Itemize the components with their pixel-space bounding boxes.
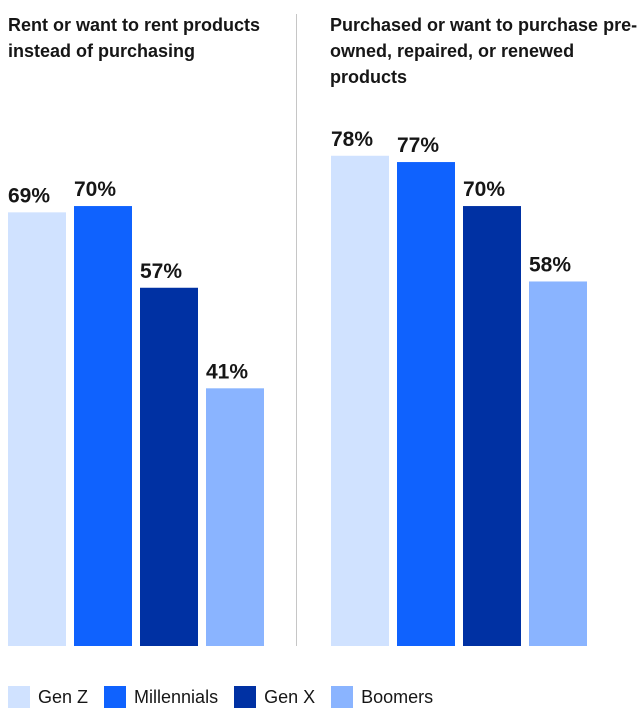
panel-divider [296,14,297,646]
legend-swatch-gen-x [234,686,257,708]
legend-label-boomers: Boomers [361,686,434,707]
legend: Gen Z Millennials Gen X Boomers [8,686,433,708]
legend-label-gen-z: Gen Z [38,686,89,707]
legend-swatch-millennials [104,686,127,708]
bar-pre-owned-boomers [529,281,587,646]
value-label-rent-millennials: 70% [74,178,116,201]
legend-item-millennials: Millennials [104,686,218,708]
bar-pre-owned-gen-x [463,206,521,647]
legend-swatch-boomers [331,686,354,708]
legend-item-gen-x: Gen X [234,686,315,708]
value-label-rent-gen-x: 57% [140,260,182,283]
legend-item-boomers: Boomers [331,686,433,708]
value-label-rent-gen-z: 69% [8,184,50,207]
value-label-pre-owned-boomers: 58% [529,253,571,276]
legend-label-millennials: Millennials [134,686,219,707]
legend-swatch-gen-z [8,686,30,708]
chart-title-rent: Rent or want to rent products instead of… [8,15,260,61]
chart-title-pre-owned: Purchased or want to purchase pre-owned,… [330,15,638,87]
legend-label-gen-x: Gen X [264,686,316,707]
bar-pre-owned-millennials [397,162,455,646]
value-label-rent-boomers: 41% [206,360,248,383]
bar-rent-gen-z [8,212,66,646]
bar-charts: 69% 70% 57% 41% 78% 77% 70% 58% [8,128,587,647]
rent-bars-group: 69% 70% 57% 41% [8,178,264,647]
legend-item-gen-z: Gen Z [8,686,88,708]
value-label-pre-owned-millennials: 77% [397,134,439,157]
value-label-pre-owned-gen-x: 70% [463,178,505,201]
bar-pre-owned-gen-z [331,155,389,646]
pre-owned-bars-group: 78% 77% 70% 58% [331,128,587,647]
bar-rent-millennials [74,206,132,647]
bar-rent-boomers [206,388,264,646]
bar-rent-gen-x [140,287,198,646]
value-label-pre-owned-gen-z: 78% [331,128,373,151]
